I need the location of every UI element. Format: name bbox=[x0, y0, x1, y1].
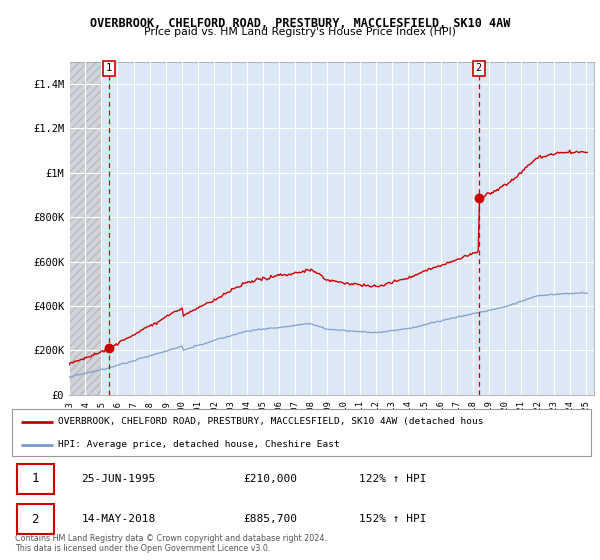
Text: 1: 1 bbox=[106, 63, 112, 73]
Text: HPI: Average price, detached house, Cheshire East: HPI: Average price, detached house, Ches… bbox=[58, 440, 340, 449]
Text: Contains HM Land Registry data © Crown copyright and database right 2024.
This d: Contains HM Land Registry data © Crown c… bbox=[15, 534, 327, 553]
Text: 122% ↑ HPI: 122% ↑ HPI bbox=[359, 474, 427, 484]
Text: £210,000: £210,000 bbox=[244, 474, 298, 484]
FancyBboxPatch shape bbox=[17, 464, 54, 494]
FancyBboxPatch shape bbox=[17, 504, 54, 534]
Text: OVERBROOK, CHELFORD ROAD, PRESTBURY, MACCLESFIELD, SK10 4AW: OVERBROOK, CHELFORD ROAD, PRESTBURY, MAC… bbox=[90, 17, 510, 30]
Text: £885,700: £885,700 bbox=[244, 514, 298, 524]
Text: 2: 2 bbox=[476, 63, 482, 73]
Text: 25-JUN-1995: 25-JUN-1995 bbox=[82, 474, 156, 484]
Point bbox=[474, 194, 484, 203]
Text: 1: 1 bbox=[31, 472, 39, 486]
Text: OVERBROOK, CHELFORD ROAD, PRESTBURY, MACCLESFIELD, SK10 4AW (detached hous: OVERBROOK, CHELFORD ROAD, PRESTBURY, MAC… bbox=[58, 417, 484, 426]
Bar bbox=[69, 62, 101, 395]
Text: 14-MAY-2018: 14-MAY-2018 bbox=[82, 514, 156, 524]
FancyBboxPatch shape bbox=[12, 409, 591, 456]
Text: 2: 2 bbox=[31, 512, 39, 526]
Text: 152% ↑ HPI: 152% ↑ HPI bbox=[359, 514, 427, 524]
Point bbox=[104, 344, 114, 353]
Text: Price paid vs. HM Land Registry's House Price Index (HPI): Price paid vs. HM Land Registry's House … bbox=[144, 27, 456, 37]
